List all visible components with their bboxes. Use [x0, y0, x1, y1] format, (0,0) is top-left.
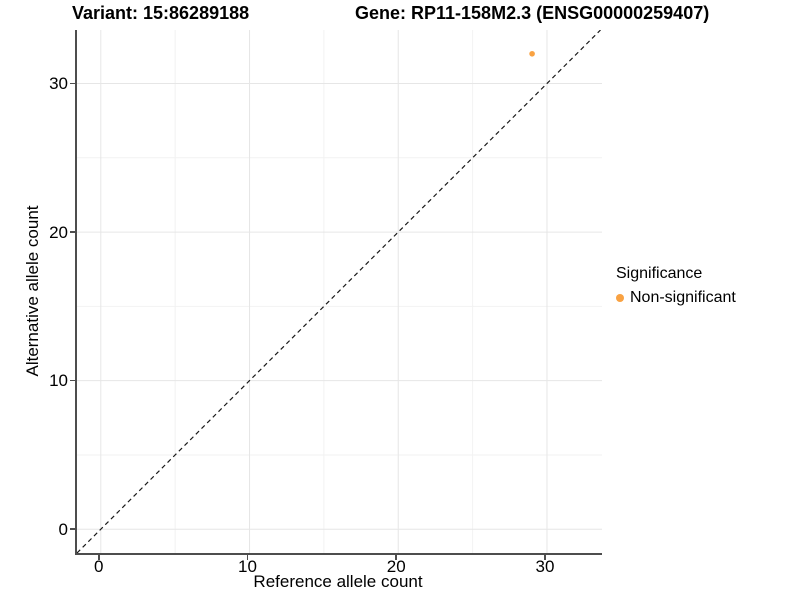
y-tick-mark	[70, 231, 75, 233]
y-tick-label: 30	[49, 73, 68, 93]
x-tick-mark	[544, 555, 546, 560]
legend-item-label: Non-significant	[630, 289, 736, 306]
legend-items: Non-significant	[616, 289, 736, 307]
y-tick-mark	[70, 379, 75, 382]
y-tick-label: 20	[49, 222, 68, 242]
x-tick-label: 30	[535, 557, 555, 576]
y-tick-mark	[70, 528, 75, 530]
legend: Significance Non-significant	[616, 265, 736, 307]
y-tick-mark	[70, 82, 75, 85]
variant-title: Variant: 15:86289188	[72, 3, 250, 23]
plot-canvas	[77, 30, 602, 553]
x-axis-title: Reference allele count	[253, 572, 423, 591]
legend-point-icon	[616, 294, 624, 302]
identity-reference-line	[77, 30, 601, 553]
data-point	[529, 50, 535, 57]
x-tick-label: 0	[94, 557, 104, 576]
x-tick-mark	[98, 555, 100, 560]
x-tick-mark	[395, 555, 397, 560]
x-tick-label: 10	[238, 557, 257, 576]
gene-title: Gene: RP11-158M2.3 (ENSG00000259407)	[355, 3, 710, 23]
y-tick-label: 10	[49, 371, 68, 391]
legend-title: Significance	[616, 265, 703, 282]
x-tick-mark	[246, 555, 249, 560]
legend-item: Non-significant	[616, 289, 736, 307]
y-tick-label: 0	[58, 519, 68, 539]
x-tick-label: 20	[386, 557, 406, 576]
plot-panel	[75, 30, 602, 555]
